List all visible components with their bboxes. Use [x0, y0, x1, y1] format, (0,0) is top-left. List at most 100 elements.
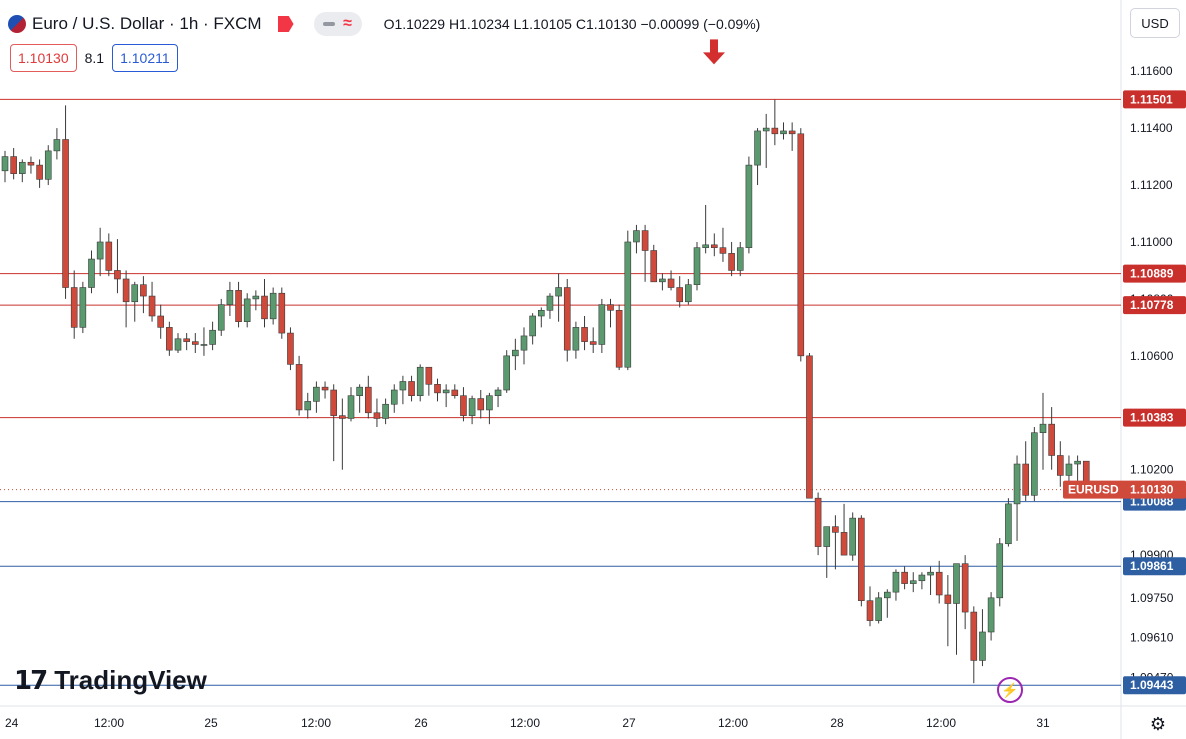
logo-text: TradingView [54, 665, 207, 695]
candle-body [339, 415, 346, 419]
horizontal-lines [0, 98, 1121, 686]
candle [243, 293, 251, 328]
candle-body [918, 574, 926, 582]
candle-body [494, 389, 502, 397]
indicator-toggle[interactable]: ≈ [313, 12, 362, 36]
candle-body [131, 284, 139, 303]
sell-price-button[interactable]: 1.10130 [10, 44, 77, 72]
price-tick-label: 1.11200 [1130, 178, 1173, 192]
candle-body [1065, 463, 1073, 476]
last-price-label-bg [1063, 480, 1186, 499]
candle [1057, 441, 1064, 487]
candle-body [1057, 455, 1064, 476]
candle [996, 538, 1004, 607]
last-price-value: 1.10130 [1130, 483, 1174, 497]
candle-body [157, 315, 164, 328]
red-tag-icon[interactable] [277, 16, 294, 32]
candle-body [858, 517, 865, 601]
candle [313, 381, 320, 413]
candle [460, 387, 467, 422]
candle [261, 278, 268, 328]
candle-body [685, 284, 692, 303]
candle [1005, 498, 1012, 547]
candle-body [140, 284, 147, 297]
candle-body [200, 344, 208, 346]
candle-body [373, 412, 381, 419]
candle-body [1074, 460, 1081, 465]
candle [1022, 441, 1030, 502]
candle-body [174, 338, 182, 351]
candle-body [589, 341, 597, 345]
candle-body [520, 335, 528, 351]
candle [935, 560, 943, 604]
candle [382, 398, 389, 425]
candle-body [797, 133, 805, 357]
candle [304, 392, 312, 419]
candle-body [347, 395, 355, 419]
candle [252, 290, 260, 311]
candle-body [555, 287, 562, 297]
candle [1013, 455, 1021, 541]
candle-body [996, 543, 1004, 599]
candle-body [581, 327, 588, 342]
gear-icon[interactable]: ⚙ [1149, 713, 1167, 734]
price-line-label-bg-2 [1123, 296, 1186, 315]
currency-button[interactable]: USD [1130, 8, 1180, 38]
candle-body [304, 401, 312, 411]
symbol-title[interactable]: Euro / U.S. Dollar · 1h · FXCM [32, 14, 262, 33]
candle [183, 333, 190, 351]
candle-body [719, 247, 727, 254]
candle [866, 586, 874, 627]
candle [719, 227, 727, 262]
candle [114, 239, 121, 294]
lightning-icon[interactable]: ⚡ [997, 677, 1023, 703]
candle-body [702, 244, 709, 248]
candle-body [979, 631, 986, 661]
candle-body [1, 156, 9, 172]
candle-body [849, 517, 857, 556]
candle-body [53, 139, 61, 152]
candle [745, 156, 753, 254]
candle [676, 276, 684, 308]
candle [356, 384, 363, 413]
time-tick-label: 31 [1036, 716, 1050, 730]
candle [659, 273, 666, 291]
candle-body [79, 287, 87, 328]
candle-body [866, 600, 874, 621]
time-axis[interactable]: 24 12:00 25 12:00 26 12:00 27 12:00 28 12:00 31 [5, 716, 1050, 730]
candle [736, 241, 744, 277]
tradingview-icon: 17 [14, 665, 48, 696]
candle [1065, 455, 1073, 484]
candle-body [901, 571, 908, 584]
price-line-label: 1.09861 [1130, 559, 1174, 573]
candle [529, 313, 536, 345]
candle [858, 515, 865, 607]
down-arrow-icon [703, 39, 725, 65]
chart-header: Euro / U.S. Dollar · 1h · FXCM ≈ O1.1022… [8, 10, 760, 38]
price-axis[interactable]: 1.116001.114001.112001.110001.108001.106… [1130, 64, 1174, 684]
candle-body [209, 329, 216, 345]
candle [512, 338, 519, 371]
time-tick-label: 25 [204, 716, 218, 730]
price-tick-label: 1.10600 [1130, 349, 1174, 363]
candle-body [736, 247, 744, 271]
price-line-label: 1.11501 [1130, 92, 1173, 106]
arrow-shaft [710, 39, 718, 54]
candle-body [252, 295, 260, 300]
candle-body [269, 292, 277, 320]
candle-body [278, 292, 286, 334]
candle [494, 387, 502, 408]
candle-body [745, 164, 753, 248]
candle [105, 233, 113, 277]
candle [148, 281, 156, 322]
candle [347, 387, 355, 422]
price-line-label-bg-3 [1123, 408, 1186, 427]
candle-body [693, 247, 701, 285]
candle [62, 105, 69, 299]
buy-price-button[interactable]: 1.10211 [112, 44, 178, 72]
candle [555, 273, 562, 322]
candle-body [676, 287, 684, 303]
candle [979, 609, 986, 667]
candle [53, 128, 61, 160]
